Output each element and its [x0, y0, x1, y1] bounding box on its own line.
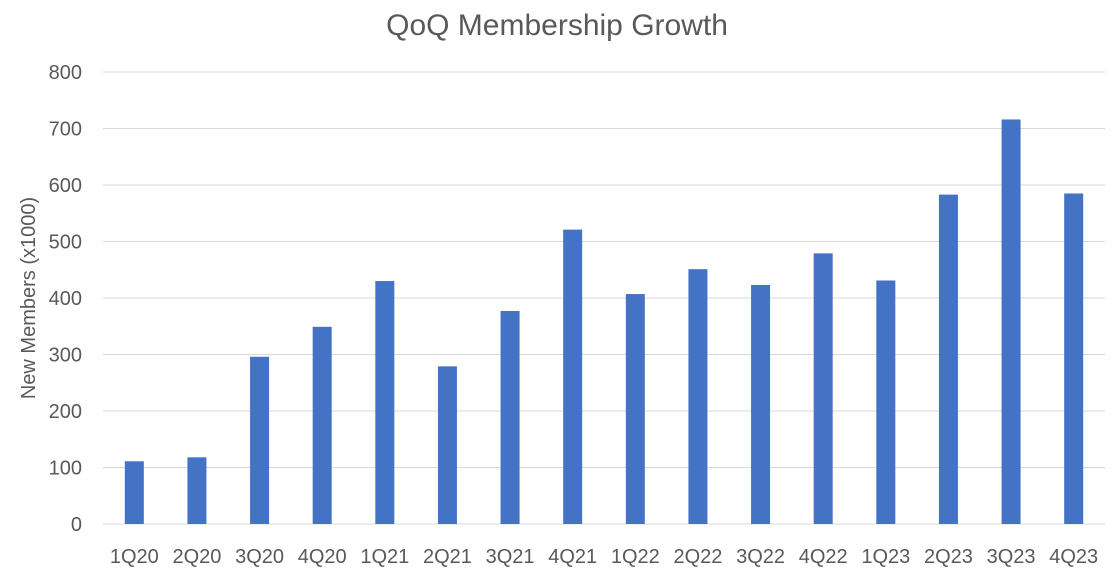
bar-1q21	[375, 281, 395, 524]
x-tick-label: 3Q23	[987, 546, 1036, 568]
y-tick-label: 100	[49, 458, 82, 480]
bar-2q22	[688, 269, 708, 524]
bar-2q20	[187, 457, 207, 524]
bar-3q22	[751, 285, 771, 524]
bar-4q22	[813, 253, 833, 525]
x-tick-label: 4Q23	[1049, 546, 1098, 568]
bar-1q20	[124, 461, 144, 524]
y-axis-ticks: 0 100 200 300 400 500 600 700 800	[49, 62, 82, 536]
y-axis-label: New Members (x1000)	[18, 197, 40, 399]
x-tick-label: 3Q21	[486, 546, 535, 568]
x-tick-label: 1Q22	[611, 546, 660, 568]
bar-3q20	[250, 356, 270, 524]
y-tick-label: 400	[49, 288, 82, 310]
bar-4q21	[563, 229, 583, 524]
y-tick-label: 500	[49, 232, 82, 254]
bar-1q22	[625, 294, 645, 524]
x-tick-label: 4Q20	[298, 546, 347, 568]
gridlines	[103, 71, 1105, 525]
x-tick-label: 3Q22	[736, 546, 785, 568]
bar-3q21	[500, 310, 520, 524]
x-tick-label: 2Q20	[172, 546, 221, 568]
y-tick-label: 200	[49, 401, 82, 423]
x-tick-label: 2Q21	[423, 546, 472, 568]
x-tick-label: 1Q20	[110, 546, 159, 568]
y-tick-label: 700	[49, 119, 82, 141]
x-tick-label: 2Q22	[673, 546, 722, 568]
bar-4q23	[1064, 193, 1084, 524]
x-tick-label: 1Q23	[861, 546, 910, 568]
x-tick-label: 1Q21	[360, 546, 409, 568]
y-tick-label: 600	[49, 175, 82, 197]
x-tick-label: 3Q20	[235, 546, 284, 568]
bar-2q21	[437, 366, 457, 524]
bar-3q23	[1001, 119, 1021, 525]
bar-1q23	[876, 280, 896, 524]
x-tick-label: 4Q21	[548, 546, 597, 568]
bar-2q23	[938, 194, 958, 525]
y-tick-label: 800	[49, 62, 82, 84]
bar-4q20	[312, 326, 332, 524]
y-tick-label: 300	[49, 345, 82, 367]
x-tick-label: 2Q23	[924, 546, 973, 568]
bars	[124, 119, 1084, 525]
x-tick-label: 4Q22	[799, 546, 848, 568]
chart-title: QoQ Membership Growth	[386, 9, 728, 42]
x-axis-ticks: 1Q20 2Q20 3Q20 4Q20 1Q21 2Q21 3Q21 4Q21 1Q22 2Q22…	[110, 546, 1098, 568]
y-tick-label: 0	[71, 514, 82, 536]
